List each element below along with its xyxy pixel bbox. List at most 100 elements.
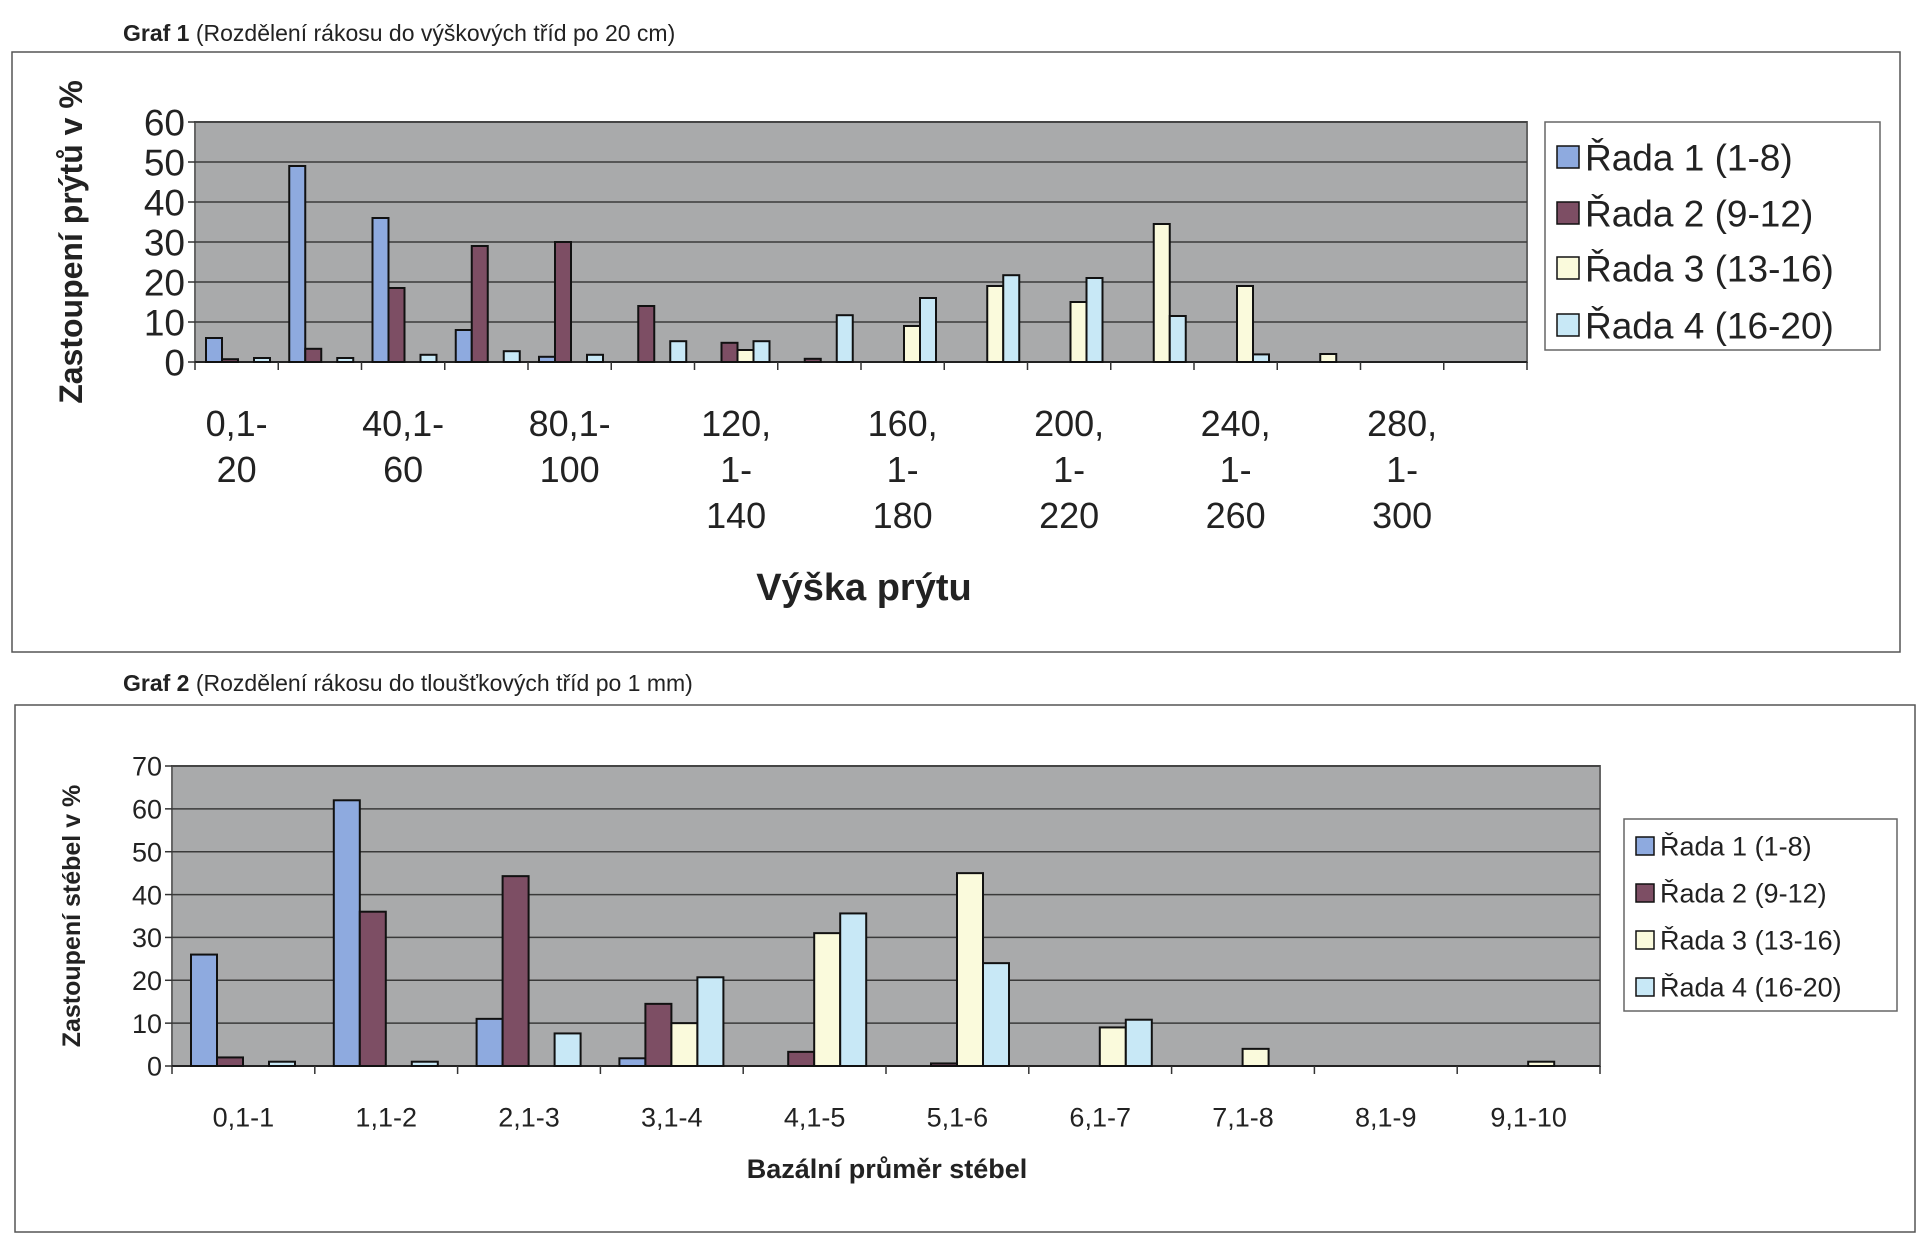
bar-series-1: [454, 329, 473, 363]
y-tick-label: 60: [132, 795, 162, 825]
bar-series-3: [903, 325, 921, 363]
chart2-caption-text: (Rozdělení rákosu do tloušťkových tříd p…: [195, 670, 693, 696]
bar-series-4: [1252, 353, 1270, 363]
bar-series-3: [1241, 1047, 1270, 1068]
bar-series-3: [1152, 223, 1171, 363]
chart1-caption-number: Graf 1: [123, 20, 190, 46]
bar-series-2: [387, 287, 406, 363]
bar-series-3: [956, 872, 984, 1068]
plot-area: [171, 765, 1601, 1067]
legend-swatch-1: [1635, 836, 1655, 856]
bar-series-4: [1085, 277, 1104, 363]
x-tick-label: 220: [1039, 495, 1099, 536]
y-tick-label: 40: [144, 182, 185, 223]
x-tick-label: 160,: [868, 403, 938, 444]
legend-label-3: Řada 3 (13-16): [1585, 248, 1834, 289]
bar-series-4: [268, 1060, 296, 1067]
legend-label-4: Řada 4 (16-20): [1660, 972, 1842, 1003]
x-axis-title: Výška prýtu: [756, 567, 971, 609]
bar-series-4: [410, 1060, 439, 1067]
chart2-caption: Graf 2 (Rozdělení rákosu do tloušťkových…: [123, 670, 693, 697]
bar-series-2: [501, 875, 530, 1068]
chart-frame: [11, 51, 1901, 653]
bar-series-3: [1236, 285, 1254, 363]
bar-series-4: [586, 353, 604, 363]
legend-label-3: Řada 3 (13-16): [1660, 925, 1842, 956]
y-tick-label: 0: [147, 1052, 162, 1082]
y-tick-label: 50: [132, 837, 162, 867]
x-tick-label: 80,1-: [529, 403, 611, 444]
x-tick-label: 9,1-10: [1490, 1103, 1567, 1133]
legend-label-4: Řada 4 (16-20): [1585, 305, 1834, 346]
chart-frame: [14, 704, 1916, 1233]
chart1-caption: Graf 1 (Rozdělení rákosu do výškových tř…: [123, 20, 675, 47]
x-axis-title: Bazální průměr stébel: [747, 1154, 1028, 1184]
x-tick-label: 1-: [720, 449, 752, 490]
x-tick-label: 1,1-2: [355, 1103, 417, 1133]
x-tick-label: 0,1-: [206, 403, 268, 444]
x-tick-label: 2,1-3: [498, 1103, 560, 1133]
legend-label-2: Řada 2 (9-12): [1660, 878, 1827, 909]
bar-series-2: [930, 1062, 958, 1068]
bar-series-4: [696, 976, 725, 1067]
bar-series-2: [720, 341, 739, 363]
bar-series-4: [835, 314, 854, 364]
legend: Řada 1 (1-8) Řada 2 (9-12) Řada 3 (13-16) Ř…: [1544, 121, 1881, 351]
bar-series-3: [1319, 353, 1338, 363]
y-tick-label: 0: [164, 342, 185, 383]
legend: Řada 1 (1-8) Řada 2 (9-12) Řada 3 (13-16) Ř…: [1623, 818, 1898, 1012]
bar-series-2: [787, 1050, 816, 1068]
bar-series-2: [221, 358, 239, 364]
bar-series-2: [803, 357, 822, 363]
bar-series-4: [253, 357, 271, 363]
legend-swatch-1: [1556, 145, 1580, 169]
bar-series-2: [358, 910, 387, 1068]
y-tick-label: 20: [144, 262, 185, 303]
legend-swatch-2: [1556, 201, 1580, 225]
y-tick-label: 30: [132, 923, 162, 953]
x-tick-label: 100: [540, 449, 600, 490]
legend-label-1: Řada 1 (1-8): [1660, 831, 1812, 862]
bar-series-3: [1527, 1060, 1556, 1067]
bar-series-4: [553, 1032, 582, 1068]
bar-series-4: [336, 357, 355, 363]
x-tick-label: 1-: [1220, 449, 1252, 490]
x-tick-label: 260: [1206, 495, 1266, 536]
x-tick-label: 1-: [1053, 449, 1085, 490]
bar-series-1: [475, 1017, 504, 1067]
bar-series-3: [1098, 1026, 1127, 1068]
y-tick-label: 30: [144, 222, 185, 263]
bar-series-4: [752, 340, 771, 364]
chart-2: 0 10 20 30 40 50 60 70 0,1-1 1,1-2 2,1-3 3,1-4 4,1-5…: [14, 704, 1916, 1233]
bar-series-4: [502, 350, 521, 364]
bar-series-3: [736, 349, 755, 363]
x-tick-label: 240,: [1201, 403, 1271, 444]
bar-series-1: [538, 355, 556, 363]
bar-series-1: [205, 337, 223, 363]
x-tick-label: 140: [706, 495, 766, 536]
bar-series-2: [304, 347, 323, 363]
x-tick-label: 20: [217, 449, 257, 490]
bar-series-2: [470, 245, 489, 363]
bar-series-4: [919, 297, 937, 363]
bar-series-1: [288, 165, 307, 363]
bar-series-1: [332, 799, 361, 1067]
bar-series-2: [554, 241, 572, 363]
x-tick-label: 4,1-5: [784, 1103, 846, 1133]
x-tick-label: 280,: [1367, 403, 1437, 444]
bar-series-1: [618, 1057, 647, 1068]
x-tick-label: 300: [1372, 495, 1432, 536]
x-tick-label: 1-: [887, 449, 919, 490]
x-tick-label: 5,1-6: [927, 1103, 989, 1133]
x-tick-label: 8,1-9: [1355, 1103, 1417, 1133]
bar-series-4: [419, 353, 438, 363]
legend-swatch-4: [1556, 313, 1580, 337]
legend-frame: [1623, 818, 1898, 1012]
x-tick-label: 7,1-8: [1212, 1103, 1274, 1133]
x-tick-label: 6,1-7: [1069, 1103, 1131, 1133]
bar-series-2: [637, 305, 656, 363]
x-tick-label: 1-: [1386, 449, 1418, 490]
x-tick-label: 200,: [1034, 403, 1104, 444]
y-tick-label: 10: [144, 302, 185, 343]
